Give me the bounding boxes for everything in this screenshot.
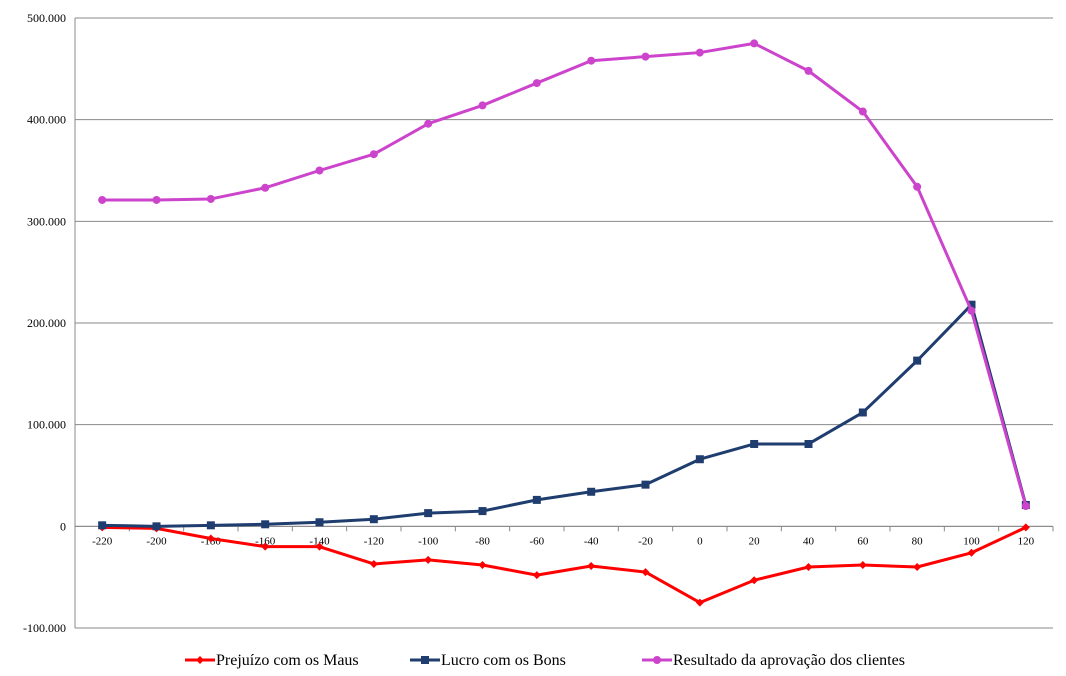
- data-point: [695, 455, 704, 464]
- series-line: [102, 303, 1028, 528]
- data-point: [152, 522, 161, 531]
- y-tick-label: 400.000: [27, 113, 66, 127]
- data-point: [315, 166, 324, 175]
- data-point: [695, 48, 704, 57]
- data-point: [98, 521, 107, 530]
- data-point: [532, 495, 541, 504]
- x-tick-label: -160: [255, 535, 276, 547]
- data-point: [261, 520, 270, 529]
- data-point: [369, 150, 378, 159]
- data-point: [587, 487, 596, 496]
- x-tick-label: -100: [418, 535, 439, 547]
- data-point: [532, 79, 541, 88]
- y-tick-label: 100.000: [27, 418, 66, 432]
- y-axis-tick-labels: -100.000 0 100.000 200.000 300.000 400.000 500…: [23, 11, 66, 635]
- x-tick-label: 40: [803, 535, 815, 547]
- legend-label: Resultado da aprovação dos clientes: [673, 652, 905, 669]
- data-point: [750, 39, 759, 48]
- x-tick-label: 120: [1018, 535, 1035, 547]
- data-point: [967, 300, 976, 309]
- x-tick-label: -120: [364, 535, 385, 547]
- data-point: [478, 101, 487, 110]
- x-tick-label: 80: [912, 535, 924, 547]
- data-point: [369, 559, 378, 568]
- data-point: [152, 195, 161, 204]
- y-tick-label: 200.000: [27, 316, 66, 330]
- data-point: [98, 195, 107, 204]
- data-point: [641, 480, 650, 489]
- data-point: [587, 561, 596, 570]
- legend-label: Prejuízo com os Maus: [216, 652, 359, 669]
- data-point: [369, 515, 378, 524]
- x-tick-label: 20: [749, 535, 761, 547]
- data-point: [424, 509, 433, 518]
- data-point: [967, 548, 976, 557]
- data-point: [587, 56, 596, 65]
- data-point: [804, 66, 813, 75]
- data-point: [641, 52, 650, 61]
- data-point: [424, 119, 433, 128]
- data-point: [804, 563, 813, 571]
- legend-item: Prejuízo com os Maus: [185, 652, 359, 669]
- x-tick-label: -40: [584, 535, 599, 547]
- data-point: [804, 439, 813, 448]
- legend-item: Lucro com os Bons: [410, 652, 566, 669]
- legend-item: Resultado da aprovação dos clientes: [642, 652, 905, 669]
- series-1: [98, 300, 1030, 531]
- data-point: [532, 571, 541, 580]
- series-0: [98, 523, 1030, 607]
- data-point: [206, 521, 215, 530]
- data-point: [913, 563, 922, 571]
- data-point: [261, 183, 270, 192]
- x-tick-label: -220: [92, 535, 113, 547]
- series-line: [102, 525, 1027, 605]
- x-tick-label: -20: [638, 535, 653, 547]
- legend-swatch-marker: [421, 656, 429, 664]
- data-point: [315, 542, 324, 551]
- data-point: [641, 568, 650, 577]
- legend-swatch-marker: [653, 656, 661, 664]
- data-point: [913, 356, 922, 365]
- data-point: [1021, 502, 1030, 510]
- y-tick-label: 0: [60, 519, 66, 533]
- series-2: [98, 39, 1030, 510]
- data-point: [750, 576, 759, 585]
- x-tick-label: 60: [857, 535, 869, 547]
- x-tick-label: 0: [697, 535, 703, 547]
- data-point: [206, 534, 215, 543]
- data-point: [315, 518, 324, 527]
- series-line: [102, 41, 1028, 507]
- x-tick-label: -200: [146, 535, 167, 547]
- data-point: [858, 408, 867, 417]
- x-tick-label: -80: [475, 535, 490, 547]
- legend: Prejuízo com os Maus Lucro com os Bons Res…: [185, 652, 905, 669]
- data-point: [478, 560, 487, 569]
- x-axis-tick-labels: -220-200-180-160-140-120-100-80-60-40-20…: [92, 535, 1035, 547]
- legend-label: Lucro com os Bons: [441, 652, 566, 669]
- data-point: [913, 182, 922, 191]
- y-tick-label: -100.000: [23, 621, 66, 635]
- x-tick-label: 100: [963, 535, 980, 547]
- data-point: [424, 555, 433, 564]
- data-point: [695, 598, 704, 607]
- x-tick-label: -140: [309, 535, 330, 547]
- y-tick-label: 500.000: [27, 11, 66, 25]
- data-point: [967, 306, 976, 315]
- data-point: [750, 439, 759, 448]
- legend-swatch-marker: [196, 656, 204, 664]
- data-point: [478, 507, 487, 516]
- data-point: [858, 107, 867, 116]
- series-lines: [98, 39, 1030, 607]
- data-point: [1021, 523, 1030, 532]
- x-tick-label: -60: [529, 535, 544, 547]
- y-tick-label: 300.000: [27, 214, 66, 228]
- data-point: [858, 560, 867, 569]
- data-point: [206, 194, 215, 203]
- data-point: [261, 542, 270, 551]
- gridlines: [75, 17, 1053, 629]
